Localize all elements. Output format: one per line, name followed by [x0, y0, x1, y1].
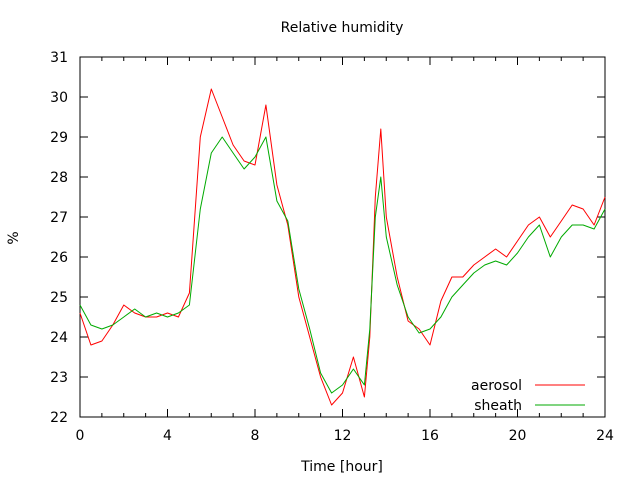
y-tick-label: 24	[50, 330, 68, 346]
y-tick-label: 22	[50, 410, 68, 426]
y-tick-label: 28	[50, 170, 68, 186]
series-lines	[79, 88, 606, 406]
y-axis-label: %	[6, 231, 22, 244]
x-tick-label: 12	[334, 428, 352, 444]
x-tick-label: 16	[421, 428, 439, 444]
y-tick-label: 27	[50, 210, 68, 226]
legend-label-sheath: sheath	[474, 398, 522, 414]
x-tick-label: 8	[251, 428, 260, 444]
y-tick-label: 26	[50, 250, 68, 266]
x-tick-label: 20	[509, 428, 527, 444]
y-tick-label: 25	[50, 290, 68, 306]
x-tick-label: 0	[76, 428, 85, 444]
x-tick-label: 4	[163, 428, 172, 444]
y-tick-label: 29	[50, 130, 68, 146]
series-line-aerosol	[79, 88, 606, 406]
plot-frame	[79, 56, 606, 418]
chart-title: Relative humidity	[281, 20, 404, 36]
x-tick-label: 24	[596, 428, 614, 444]
x-axis-label: Time [hour]	[300, 459, 383, 475]
axis-ticks: 22 23 24 25 26 27 28 29 30 31 0 4 8 12 16 20 24	[50, 50, 614, 444]
y-tick-label: 23	[50, 370, 68, 386]
legend: aerosol sheath	[471, 378, 585, 414]
y-tick-label: 30	[50, 90, 68, 106]
legend-label-aerosol: aerosol	[471, 378, 522, 394]
y-tick-label: 31	[50, 50, 68, 66]
series-line-sheath	[79, 136, 606, 394]
